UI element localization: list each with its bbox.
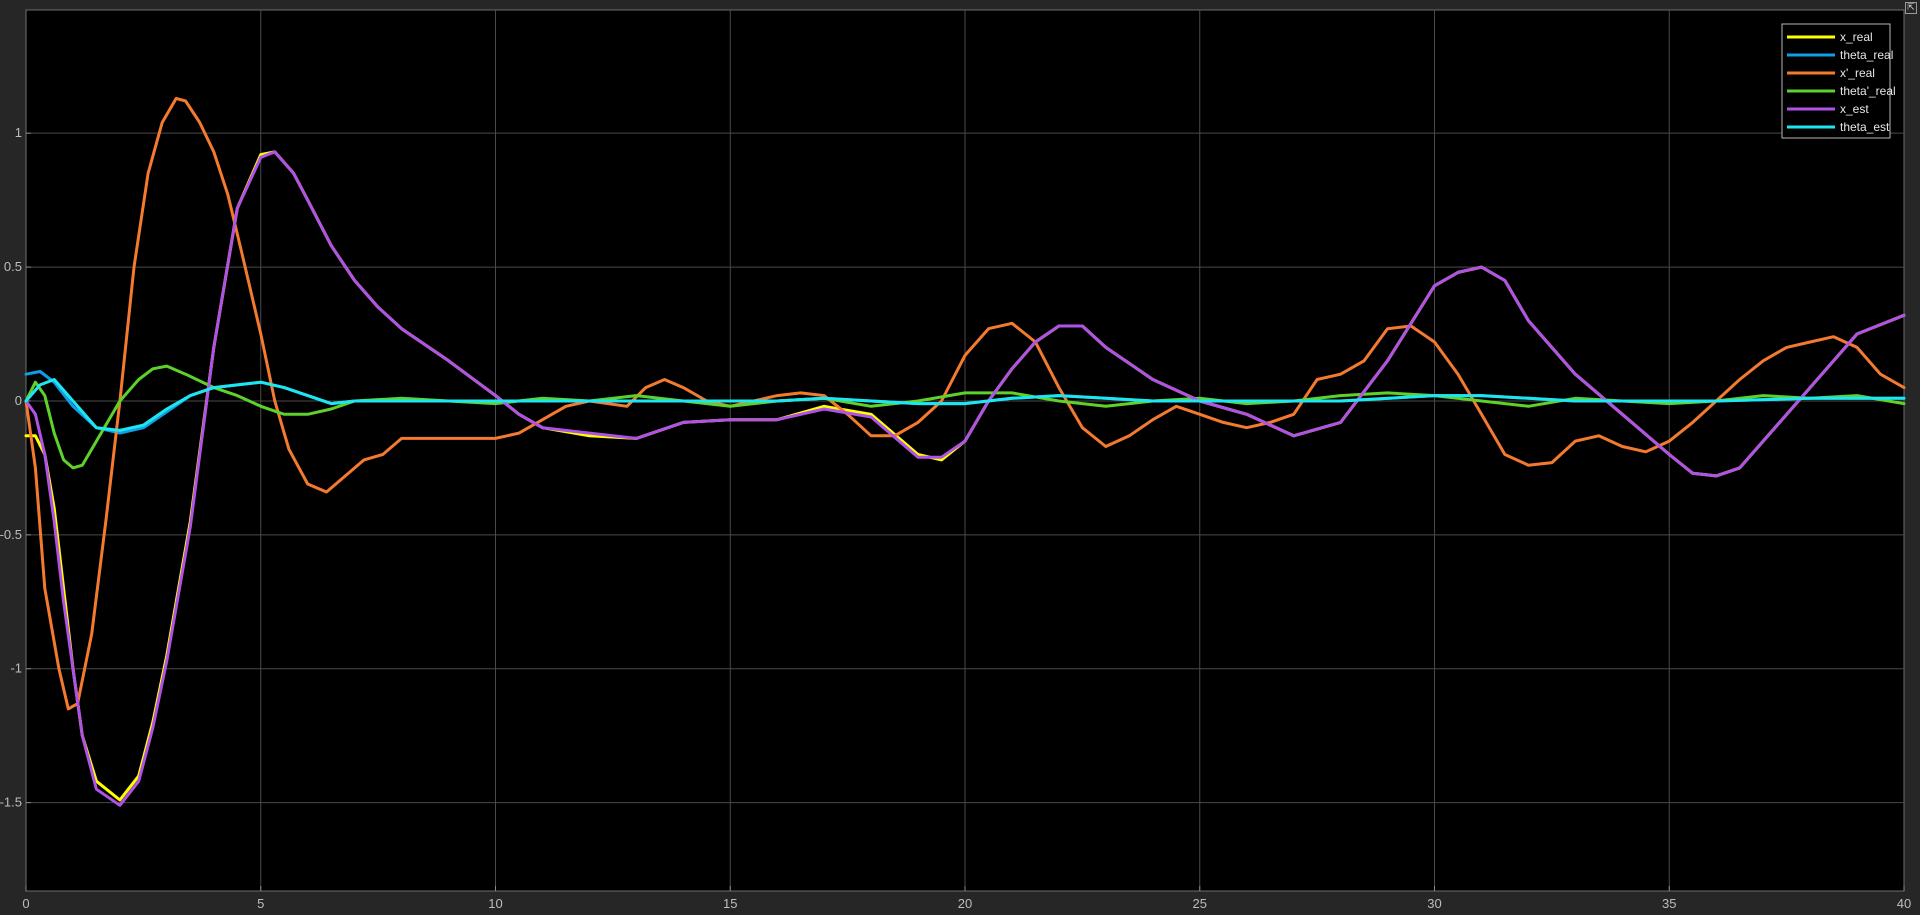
y-tick-label: 0.5	[4, 259, 22, 274]
legend[interactable]: x_real theta_real x'_real theta'_real x_estt…	[1781, 23, 1896, 139]
x-tick-label: 30	[1427, 896, 1441, 911]
legend-label: theta_real	[1840, 48, 1893, 62]
legend-label: theta_est	[1840, 120, 1890, 134]
legend-label: x'_real	[1840, 66, 1875, 80]
y-tick-label: -1	[10, 661, 22, 676]
x-tick-label: 0	[22, 896, 29, 911]
y-tick-label: 1	[15, 125, 22, 140]
x-axis-ticks: 0 5 10 15 20 25 30 35 40	[22, 886, 1911, 911]
x-tick-label: 5	[257, 896, 264, 911]
series-line-x-real	[24, 96, 1906, 711]
y-tick-label: -0.5	[0, 527, 22, 542]
legend-label: x_real	[1840, 30, 1873, 44]
x-tick-label: 35	[1662, 896, 1676, 911]
series-lines	[24, 96, 1906, 807]
legend-box	[1781, 23, 1891, 139]
y-tick-label: -1.5	[0, 795, 22, 810]
legend-label: theta'_real	[1840, 84, 1896, 98]
undock-icon[interactable]: ⇱	[1905, 2, 1917, 14]
series-line-theta-est	[24, 378, 1906, 432]
x-tick-label: 20	[958, 896, 972, 911]
x-tick-label: 15	[723, 896, 737, 911]
x-tick-label: 10	[488, 896, 502, 911]
x-tick-label: 40	[1897, 896, 1911, 911]
legend-label: x_est	[1840, 102, 1869, 116]
y-axis-ticks: 1 0.5 0 -0.5 -1 -1.5	[0, 125, 31, 810]
grid	[26, 10, 1904, 891]
x-tick-label: 25	[1193, 896, 1207, 911]
series-line-x-est	[24, 150, 1906, 807]
y-tick-label: 0	[15, 393, 22, 408]
